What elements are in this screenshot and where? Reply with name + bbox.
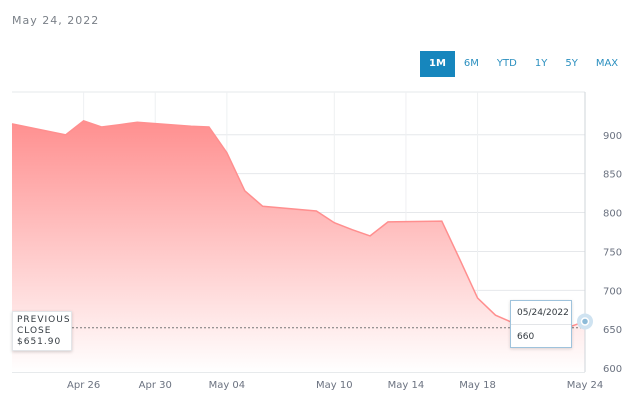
hover-point[interactable] — [580, 317, 590, 326]
range-button-1y[interactable]: 1Y — [534, 58, 548, 69]
x-tick-label: May 14 — [388, 380, 425, 391]
range-button-5y[interactable]: 5Y — [565, 58, 578, 69]
x-tick-label: May 04 — [209, 380, 246, 391]
range-button-ytd[interactable]: YTD — [496, 58, 517, 69]
price-area — [12, 120, 585, 372]
x-tick-label: May 10 — [316, 380, 353, 391]
x-axis: Apr 26 Apr 30 May 04 May 10 May 14 May 18 May … — [67, 380, 603, 391]
y-tick-label: 800 — [603, 209, 622, 220]
tooltip-date: 05/24/2022 — [517, 308, 569, 318]
range-button-6m[interactable]: 6M — [463, 58, 479, 69]
range-button-1m[interactable]: 1M — [420, 51, 455, 77]
range-button-max[interactable]: MAX — [595, 58, 619, 69]
tooltip-value: 660 — [517, 332, 535, 342]
previous-close-value: $651.90 — [17, 337, 62, 347]
hover-tooltip: 05/24/2022 660 — [510, 300, 572, 348]
x-tick-label: May 18 — [459, 380, 496, 391]
x-tick-label: Apr 26 — [67, 380, 100, 391]
price-line — [11, 119, 586, 329]
tooltip-divider — [511, 324, 571, 325]
y-tick-label: 850 — [603, 170, 622, 181]
chart-date-header: May 24, 2022 — [12, 14, 100, 27]
y-axis: 600 650 700 750 800 850 900 — [603, 131, 622, 375]
previous-close-box: PREVIOUS CLOSE $651.90 — [12, 311, 72, 351]
x-tick-label: Apr 30 — [139, 380, 172, 391]
x-tick-label: May 24 — [567, 380, 604, 391]
y-tick-label: 700 — [603, 286, 622, 297]
y-tick-label: 750 — [603, 247, 622, 258]
y-tick-label: 600 — [603, 364, 622, 375]
previous-close-label: PREVIOUS CLOSE — [17, 315, 71, 336]
y-tick-label: 900 — [603, 131, 622, 142]
range-selector: 1M 6M YTD 1Y 5Y MAX — [420, 51, 627, 77]
y-tick-label: 650 — [603, 325, 622, 336]
